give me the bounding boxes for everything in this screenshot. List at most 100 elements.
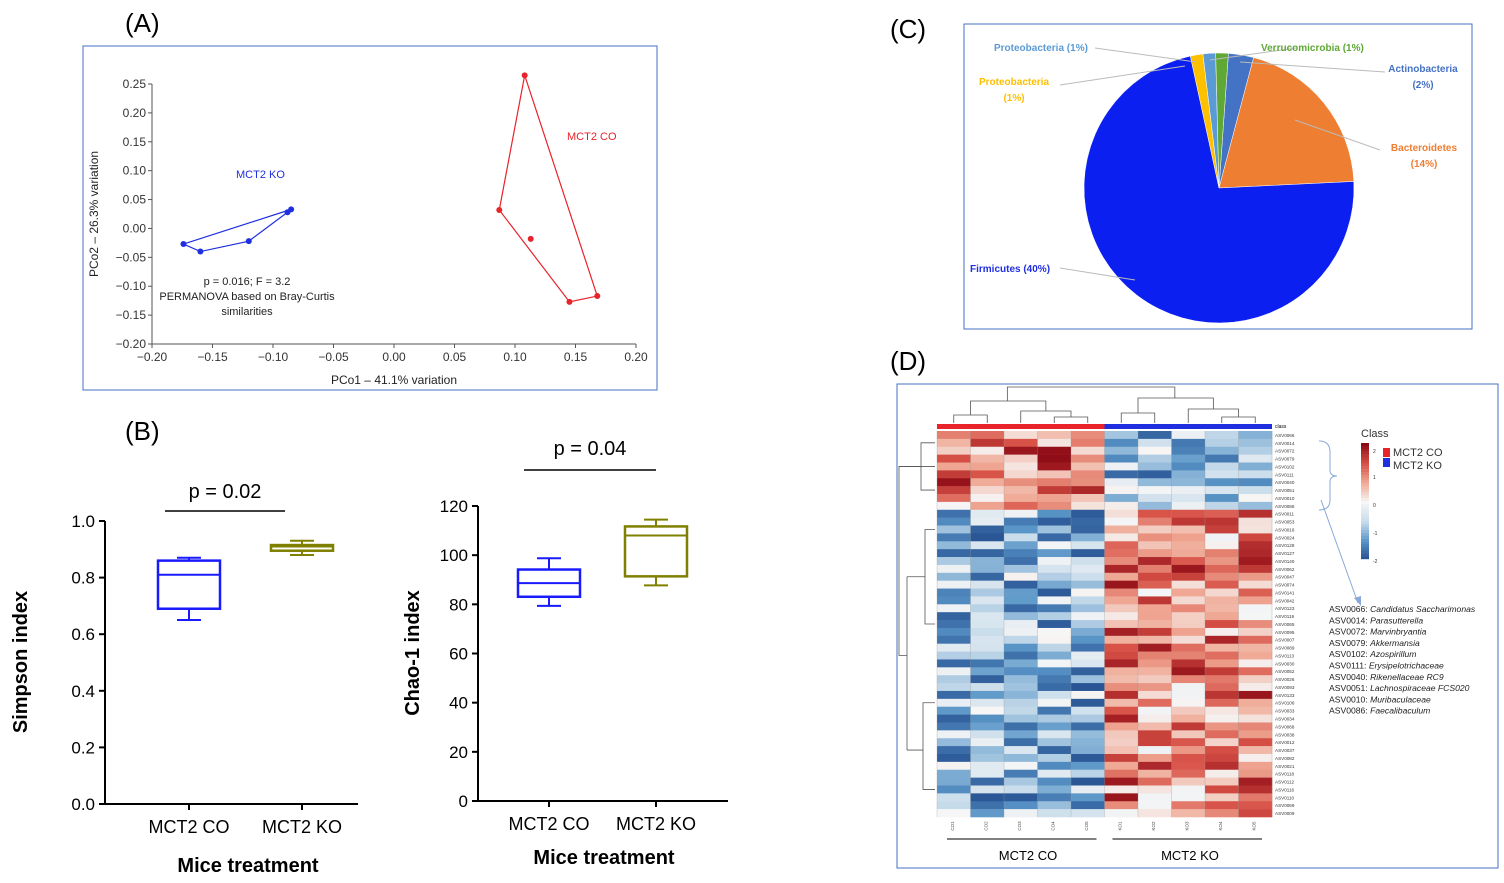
- heatmap-cell: [937, 604, 971, 613]
- heatmap-cell: [937, 722, 971, 731]
- legend-item-ko: MCT2 KO: [1393, 460, 1442, 472]
- colorbar-segment: [1361, 480, 1369, 484]
- heatmap-cell: [1205, 698, 1239, 708]
- heatmap-cell: [1037, 486, 1072, 495]
- heatmap-cell: [1071, 722, 1105, 731]
- dendrogram-branch: [1221, 416, 1256, 423]
- heatmap-cell: [937, 446, 971, 455]
- heatmap-cell: [1171, 714, 1206, 723]
- heatmap-cell: [970, 698, 1005, 708]
- heatmap-cell: [1238, 557, 1273, 566]
- heatmap-cell: [1138, 501, 1172, 511]
- heatmap-cell: [1104, 753, 1139, 763]
- x-tick-label: 0.00: [382, 350, 406, 364]
- heatmap-cell: [1071, 643, 1105, 652]
- dendrogram-branch: [924, 576, 935, 625]
- heatmap-cell: [937, 588, 971, 597]
- heatmap-cell: [1205, 501, 1239, 511]
- row-label: ASV0102: [1275, 464, 1295, 469]
- x-tick-label: 0.15: [564, 350, 588, 364]
- heatmap-cell: [1171, 809, 1206, 818]
- legend-item-co: MCT2 CO: [1393, 447, 1443, 459]
- row-label: ASV0053: [1275, 520, 1295, 525]
- heatmap-cell: [1138, 777, 1172, 786]
- heatmap-cell: [1004, 564, 1038, 574]
- heatmap-cell: [1138, 431, 1172, 440]
- row-label: ASV0010: [1275, 496, 1295, 501]
- heatmap-cell: [1037, 557, 1072, 566]
- row-label: ASV0033: [1275, 709, 1295, 714]
- heatmap-cell: [1004, 431, 1038, 440]
- heatmap-cell: [1037, 564, 1072, 574]
- row-label: ASV0141: [1275, 590, 1295, 595]
- heatmap-cell: [1238, 454, 1273, 463]
- heatmap-cell: [1071, 746, 1105, 755]
- heatmap-cell: [1138, 470, 1172, 479]
- heatmap-cell: [1071, 620, 1105, 629]
- heatmap-cell: [937, 501, 971, 511]
- heatmap-cell: [1171, 769, 1206, 778]
- pcoa-plot: −0.20 −0.15 −0.10 −0.05 0.00 0.05 0.10 0.15 0.20…: [87, 72, 648, 387]
- row-label: ASV0016: [1275, 527, 1295, 532]
- legend-title: Class: [1361, 428, 1389, 440]
- heatmap-cell: [1104, 564, 1139, 574]
- heatmap-cell: [1238, 801, 1273, 810]
- heatmap-cell: [1004, 714, 1038, 723]
- heatmap-cell: [1004, 604, 1038, 613]
- slice-pct-bacteroidetes: (14%): [1411, 159, 1438, 170]
- y-tick-label: 0.2: [71, 738, 95, 757]
- heatmap-cell: [937, 738, 971, 747]
- y-tick-label: 60: [449, 645, 468, 664]
- heatmap-cell: [937, 620, 971, 629]
- heatmap-cell: [970, 761, 1005, 771]
- heatmap-cell: [970, 580, 1005, 589]
- heatmap-cell: [1205, 714, 1239, 723]
- heatmap-cell: [970, 706, 1005, 715]
- heatmap-cell: [1071, 785, 1105, 794]
- heatmap-cell: [1171, 580, 1206, 589]
- heatmap-cell: [1171, 801, 1206, 810]
- colorbar-segment: [1361, 466, 1369, 470]
- heatmap-cell: [1104, 572, 1139, 581]
- heatmap-cell: [970, 659, 1005, 668]
- heatmap-cell: [1138, 643, 1172, 652]
- heatmap-cell: [1171, 635, 1206, 644]
- colorbar-segment: [1361, 483, 1369, 487]
- heatmap-cell: [970, 793, 1005, 802]
- column-label: CO5: [1084, 821, 1089, 831]
- x-axis-label: Mice treatment: [177, 855, 318, 877]
- colorbar-segment: [1361, 553, 1369, 557]
- row-label: ASV0106: [1275, 701, 1295, 706]
- row-label: ASV0128: [1275, 543, 1295, 548]
- x-tick-label: −0.15: [197, 350, 228, 364]
- taxon-genus: Lachnospiraceae FCS020: [1370, 683, 1470, 693]
- heatmap-cell: [1138, 730, 1172, 739]
- leader-line: [1094, 47, 1197, 63]
- heatmap-cell: [1071, 588, 1105, 597]
- x-tick-label: MCT2 KO: [262, 817, 342, 837]
- colorbar-segment: [1361, 495, 1369, 499]
- taxon-id: ASV0086:: [1329, 706, 1370, 716]
- heatmap-cell: [1104, 454, 1139, 463]
- heatmap-cell: [1104, 801, 1139, 810]
- colorbar-segment: [1361, 541, 1369, 545]
- heatmap-cell: [1138, 675, 1172, 684]
- heatmap-cell: [1037, 809, 1072, 818]
- heatmap-cell: [1037, 517, 1072, 526]
- heatmap-cell: [1071, 809, 1105, 818]
- heatmap-cell: [1037, 509, 1072, 518]
- heatmap-cell: [1171, 494, 1206, 503]
- heatmap-cell: [1238, 777, 1273, 786]
- data-point: [284, 209, 291, 216]
- heatmap-cell: [1171, 541, 1206, 550]
- heatmap-cell: [970, 470, 1005, 479]
- heatmap-cell: [1205, 588, 1239, 597]
- row-label: ASV0047: [1275, 575, 1295, 580]
- heatmap-cell: [1037, 777, 1072, 786]
- x-axis-label: Mice treatment: [533, 847, 674, 869]
- heatmap-cell: [1205, 478, 1239, 487]
- heatmap-cell: [1104, 612, 1139, 621]
- slice-label-verrucomicrobia: Verrucomicrobia (1%): [1261, 43, 1364, 54]
- heatmap-cell: [1205, 753, 1239, 763]
- colorbar-tick: 1: [1373, 475, 1376, 481]
